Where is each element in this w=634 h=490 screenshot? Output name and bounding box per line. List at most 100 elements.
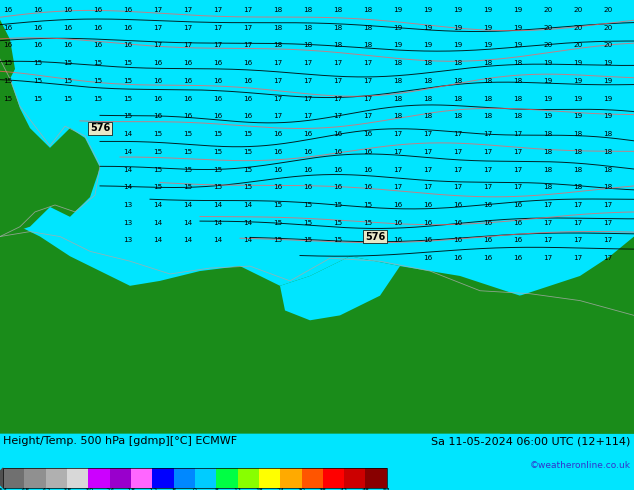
Text: 17: 17: [514, 149, 522, 155]
Text: 48: 48: [361, 489, 370, 490]
Text: 14: 14: [183, 238, 193, 244]
Text: 14: 14: [243, 238, 252, 244]
Text: 0: 0: [193, 489, 197, 490]
Text: 17: 17: [483, 184, 493, 190]
Text: 17: 17: [514, 131, 522, 137]
Text: 16: 16: [453, 220, 463, 226]
Text: -30: -30: [83, 489, 93, 490]
Text: 15: 15: [333, 238, 342, 244]
Text: 16: 16: [424, 255, 432, 261]
Text: 15: 15: [34, 60, 42, 66]
Text: 16: 16: [363, 184, 373, 190]
Text: 20: 20: [604, 42, 612, 49]
Bar: [259, 468, 280, 488]
Text: 19: 19: [453, 24, 463, 30]
Text: 20: 20: [604, 24, 612, 30]
Text: 20: 20: [573, 42, 583, 49]
Text: 18: 18: [424, 113, 432, 119]
Text: 14: 14: [214, 220, 223, 226]
Text: 14: 14: [243, 202, 252, 208]
Text: 17: 17: [393, 149, 403, 155]
Text: 17: 17: [393, 167, 403, 172]
Text: 17: 17: [273, 78, 283, 84]
Text: 38: 38: [319, 489, 327, 490]
Text: 16: 16: [124, 7, 133, 13]
Text: 17: 17: [243, 24, 252, 30]
Text: 19: 19: [573, 113, 583, 119]
Text: ©weatheronline.co.uk: ©weatheronline.co.uk: [530, 461, 631, 470]
Text: 18: 18: [393, 113, 403, 119]
Text: 17: 17: [453, 184, 463, 190]
Text: 15: 15: [3, 96, 13, 101]
Text: 20: 20: [543, 7, 553, 13]
Text: 17: 17: [363, 96, 373, 101]
Text: 15: 15: [3, 60, 13, 66]
Text: 15: 15: [363, 238, 373, 244]
Text: 16: 16: [453, 238, 463, 244]
Text: 18: 18: [393, 78, 403, 84]
Text: 13: 13: [124, 202, 133, 208]
Polygon shape: [280, 256, 400, 320]
Bar: [365, 468, 387, 488]
Text: 16: 16: [514, 255, 522, 261]
Text: 16: 16: [483, 220, 493, 226]
Text: 18: 18: [514, 78, 522, 84]
Text: -12: -12: [147, 489, 157, 490]
Text: 17: 17: [424, 131, 432, 137]
Bar: [323, 468, 344, 488]
Text: 19: 19: [543, 78, 553, 84]
Text: 16: 16: [214, 60, 223, 66]
Text: 18: 18: [363, 24, 373, 30]
Text: 17: 17: [243, 7, 252, 13]
Text: 18: 18: [543, 131, 553, 137]
Text: 17: 17: [543, 220, 553, 226]
Text: 17: 17: [183, 7, 193, 13]
Text: 18: 18: [543, 149, 553, 155]
Text: 17: 17: [363, 78, 373, 84]
Text: -48: -48: [20, 489, 30, 490]
Text: 18: 18: [393, 96, 403, 101]
Text: 16: 16: [424, 202, 432, 208]
Text: 16: 16: [153, 113, 163, 119]
Text: 8: 8: [214, 489, 218, 490]
Text: 16: 16: [333, 167, 342, 172]
Text: 15: 15: [124, 78, 133, 84]
Text: 19: 19: [604, 96, 612, 101]
Text: 18: 18: [273, 24, 283, 30]
Bar: [46, 468, 67, 488]
Text: 17: 17: [153, 42, 163, 49]
Text: 15: 15: [63, 96, 73, 101]
Text: 15: 15: [243, 149, 252, 155]
Text: 19: 19: [514, 42, 522, 49]
Text: 17: 17: [573, 255, 583, 261]
Text: 16: 16: [93, 7, 103, 13]
Text: 15: 15: [93, 60, 103, 66]
Text: 16: 16: [304, 131, 313, 137]
Text: 15: 15: [63, 60, 73, 66]
Text: 19: 19: [573, 96, 583, 101]
Text: 17: 17: [183, 42, 193, 49]
Text: 19: 19: [424, 42, 432, 49]
Text: 16: 16: [273, 131, 283, 137]
Text: 15: 15: [183, 184, 193, 190]
Text: 18: 18: [363, 7, 373, 13]
Text: 16: 16: [273, 149, 283, 155]
Text: 19: 19: [424, 7, 432, 13]
Text: 17: 17: [573, 202, 583, 208]
Text: 16: 16: [214, 113, 223, 119]
Text: -8: -8: [171, 489, 177, 490]
Text: 16: 16: [3, 42, 13, 49]
Bar: [280, 468, 302, 488]
Text: 17: 17: [424, 184, 432, 190]
Text: -54: -54: [0, 489, 8, 490]
Text: 19: 19: [483, 42, 493, 49]
Text: 14: 14: [153, 220, 163, 226]
Text: 16: 16: [243, 96, 252, 101]
Text: 18: 18: [604, 184, 612, 190]
Text: 16: 16: [153, 60, 163, 66]
Text: 16: 16: [243, 60, 252, 66]
Text: 16: 16: [243, 78, 252, 84]
Text: 17: 17: [543, 238, 553, 244]
Text: 15: 15: [304, 220, 313, 226]
Text: 20: 20: [604, 7, 612, 13]
